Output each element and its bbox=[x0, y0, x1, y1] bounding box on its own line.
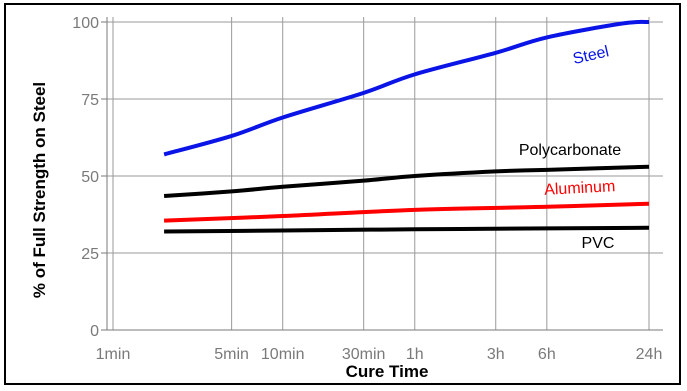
series-label-layer: Steel Polycarbonate Aluminum PVC bbox=[519, 43, 621, 252]
chart-frame bbox=[4, 3, 681, 385]
series-layer bbox=[163, 19, 650, 234]
x-tick-label: 1min bbox=[96, 346, 131, 363]
x-axis-title: Cure Time bbox=[346, 362, 429, 381]
x-tick-label: 3h bbox=[487, 346, 505, 363]
series-label-aluminum: Aluminum bbox=[544, 178, 616, 199]
x-tick-label: 1h bbox=[406, 346, 424, 363]
series-line-steel bbox=[163, 19, 650, 157]
x-tick-label: 30min bbox=[342, 346, 386, 363]
y-tick-label: 100 bbox=[72, 15, 99, 32]
series-line-polycarbonate bbox=[163, 164, 650, 199]
series-line-pvc bbox=[164, 225, 650, 234]
y-tick-label: 0 bbox=[90, 323, 99, 340]
series-label-pvc: PVC bbox=[582, 235, 615, 252]
y-tick-label: 25 bbox=[81, 246, 99, 263]
series-label-steel: Steel bbox=[571, 43, 610, 68]
x-tick-label: 10min bbox=[261, 346, 305, 363]
x-tick-label: 5min bbox=[214, 346, 249, 363]
axis-layer: 0 25 50 75 100 1min 5min 10min 30min 1h 3h 6h 24h bbox=[72, 15, 663, 363]
y-tick-label: 75 bbox=[81, 92, 99, 109]
x-tick-label: 24h bbox=[636, 346, 663, 363]
series-label-polycarbonate: Polycarbonate bbox=[519, 142, 621, 159]
x-tick-label: 6h bbox=[538, 346, 556, 363]
y-tick-label: 50 bbox=[81, 169, 99, 186]
y-axis-title: % of Full Strength on Steel bbox=[30, 82, 49, 298]
series-line-aluminum bbox=[164, 201, 650, 223]
